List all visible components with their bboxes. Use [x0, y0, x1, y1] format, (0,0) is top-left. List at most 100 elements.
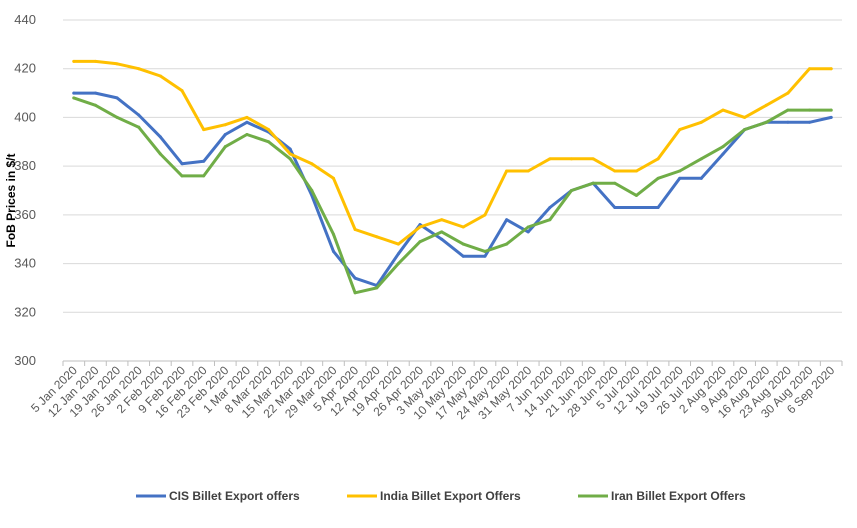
data-point: [829, 108, 833, 112]
data-point: [288, 147, 292, 151]
data-point: [808, 108, 812, 112]
data-point: [396, 262, 400, 266]
data-point: [115, 96, 119, 100]
y-tick-label: 440: [14, 12, 36, 27]
data-point: [808, 120, 812, 124]
data-point: [202, 159, 206, 163]
data-point: [678, 176, 682, 180]
data-point: [613, 169, 617, 173]
legend-label: CIS Billet Export offers: [169, 489, 300, 503]
data-point: [418, 225, 422, 229]
data-point: [743, 115, 747, 119]
series-line-2: [72, 96, 833, 295]
y-tick-label: 340: [14, 256, 36, 271]
data-point: [786, 120, 790, 124]
data-point: [180, 162, 184, 166]
data-point: [656, 206, 660, 210]
y-tick-label: 380: [14, 158, 36, 173]
data-point: [440, 230, 444, 234]
data-point: [656, 176, 660, 180]
data-point: [764, 120, 768, 124]
data-point: [353, 227, 357, 231]
data-point: [72, 91, 76, 95]
data-point: [721, 108, 725, 112]
y-tick-label: 400: [14, 109, 36, 124]
data-point: [634, 206, 638, 210]
y-axis-ticks: 300 320 340 360 380 400 420 440: [14, 12, 36, 368]
data-point: [656, 157, 660, 161]
series-line-1: [72, 59, 833, 246]
data-point: [461, 242, 465, 246]
data-point: [72, 59, 76, 63]
data-point: [570, 157, 574, 161]
data-point: [158, 152, 162, 156]
data-point: [526, 225, 530, 229]
data-point: [202, 174, 206, 178]
data-point: [786, 91, 790, 95]
data-point: [158, 135, 162, 139]
data-point: [245, 115, 249, 119]
data-point: [505, 169, 509, 173]
data-point: [93, 59, 97, 63]
data-point: [267, 140, 271, 144]
data-point: [353, 276, 357, 280]
data-point: [331, 249, 335, 253]
data-point: [93, 91, 97, 95]
data-point: [548, 218, 552, 222]
data-point: [245, 120, 249, 124]
data-point: [93, 103, 97, 107]
data-point: [570, 189, 574, 192]
data-point: [137, 113, 141, 117]
gridlines: [63, 19, 842, 362]
data-point: [267, 128, 271, 132]
data-point: [548, 157, 552, 161]
data-point: [245, 132, 249, 136]
data-point: [223, 132, 227, 136]
data-point: [613, 181, 617, 185]
data-point: [202, 128, 206, 132]
data-point: [418, 240, 422, 244]
legend: CIS Billet Export offers India Billet Exp…: [136, 489, 746, 503]
data-point: [440, 237, 444, 241]
data-point: [505, 218, 509, 222]
data-point: [678, 169, 682, 173]
data-point: [440, 218, 444, 222]
data-point: [461, 254, 465, 258]
data-point: [721, 152, 725, 156]
data-point: [591, 181, 595, 185]
y-tick-label: 360: [14, 207, 36, 222]
data-point: [699, 120, 703, 124]
data-point: [721, 145, 725, 149]
data-point: [223, 145, 227, 149]
series-line-0: [72, 91, 833, 287]
data-point: [526, 169, 530, 173]
data-point: [829, 67, 833, 71]
data-point: [180, 174, 184, 178]
y-axis-label: FoB Prices in $/t: [4, 153, 18, 247]
data-point: [699, 157, 703, 161]
data-point: [331, 176, 335, 180]
data-point: [137, 125, 141, 129]
data-point: [115, 115, 119, 119]
data-point: [634, 193, 638, 197]
data-point: [331, 232, 335, 236]
data-point: [158, 74, 162, 78]
data-point: [743, 128, 747, 132]
data-point: [829, 115, 833, 119]
data-point: [396, 252, 400, 256]
data-point: [764, 103, 768, 107]
data-point: [375, 286, 379, 290]
data-point: [699, 176, 703, 180]
data-point: [396, 242, 400, 246]
data-point: [72, 96, 76, 100]
data-point: [505, 242, 509, 246]
data-point: [310, 162, 314, 166]
data-point: [310, 189, 314, 192]
data-point: [678, 128, 682, 132]
data-point: [223, 123, 227, 127]
data-point: [375, 235, 379, 239]
data-point: [115, 62, 119, 66]
data-point: [634, 169, 638, 173]
